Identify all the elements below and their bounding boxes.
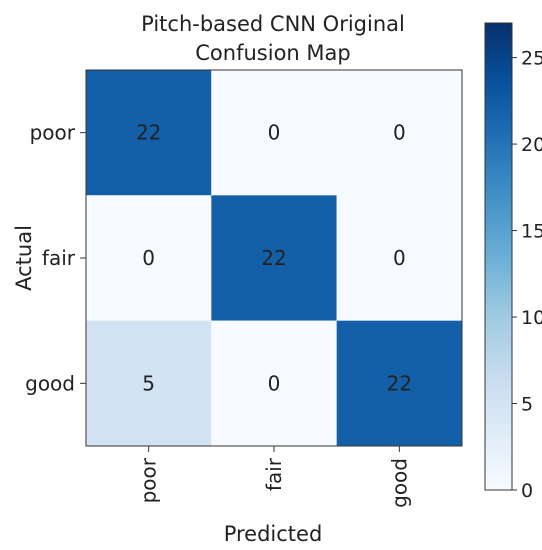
heatmap-cell [336, 195, 462, 321]
y-axis-label: Actual [12, 225, 36, 291]
cell-value-label: 0 [142, 246, 155, 270]
x-tick-label: fair [262, 457, 286, 491]
colorbar-tick-label: 10 [521, 307, 542, 329]
heatmap-cell [336, 320, 462, 446]
x-tick-label: poor [137, 457, 161, 503]
cell-value-label: 22 [387, 371, 412, 395]
colorbar-tick-label: 20 [521, 134, 542, 156]
y-tick-label: poor [30, 121, 76, 145]
chart-title-line-2: Confusion Map [195, 41, 350, 65]
cell-value-label: 22 [136, 121, 161, 145]
heatmap-cell [336, 70, 462, 196]
y-tick-label: fair [42, 246, 76, 270]
y-axis-ticks: poor fair good [25, 121, 86, 395]
y-tick-label: good [25, 371, 75, 395]
heatmap-cell [211, 70, 337, 196]
colorbar [484, 22, 513, 491]
heatmap-cell [86, 70, 212, 196]
colorbar-tick-label: 0 [521, 480, 533, 502]
cell-value-label: 0 [268, 371, 281, 395]
chart-title-line-1: Pitch-based CNN Original [141, 12, 405, 36]
colorbar-ticks: 0 5 10 15 20 25 [512, 48, 542, 502]
cell-value-label: 5 [142, 371, 155, 395]
heatmap-cell [211, 195, 337, 321]
x-axis-ticks: poor fair good [137, 446, 411, 508]
chart-title: Pitch-based CNN Original Confusion Map [141, 12, 405, 65]
cell-value-label: 22 [261, 246, 286, 270]
x-axis-label: Predicted [224, 522, 323, 546]
heatmap-cell [86, 320, 212, 446]
heatmap-cell [211, 320, 337, 446]
cell-value-label: 0 [268, 121, 281, 145]
colorbar-tick-label: 15 [521, 221, 542, 243]
colorbar-tick-label: 25 [521, 48, 542, 70]
heatmap-cells: 22 0 0 0 22 0 5 0 22 [86, 70, 462, 446]
heatmap-cell [86, 195, 212, 321]
colorbar-tick-label: 5 [521, 394, 533, 416]
x-tick-label: good [387, 458, 411, 508]
cell-value-label: 0 [393, 246, 406, 270]
cell-value-label: 0 [393, 121, 406, 145]
